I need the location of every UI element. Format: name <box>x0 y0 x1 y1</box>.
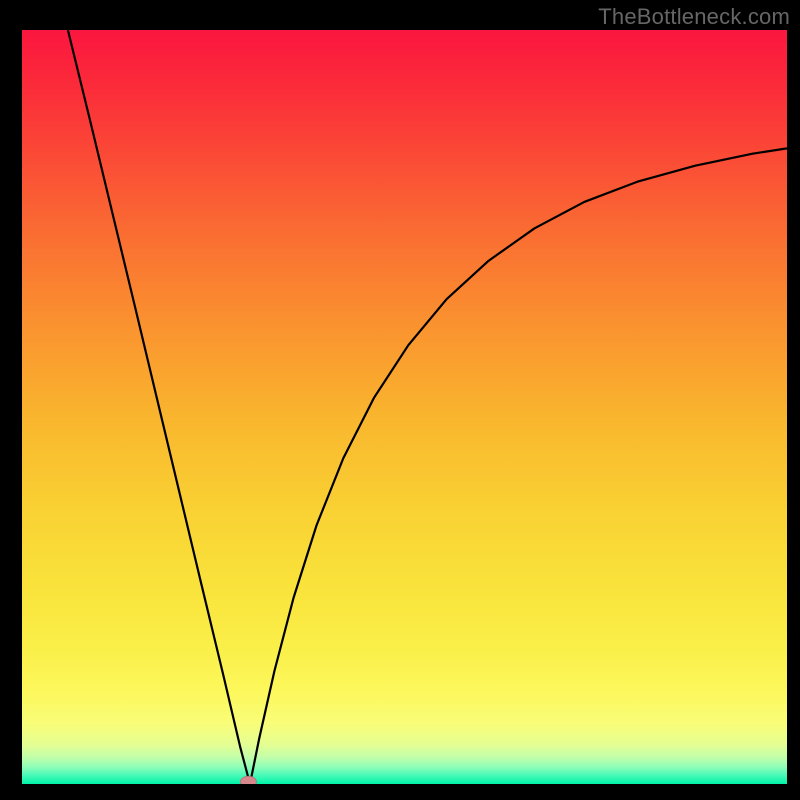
curve-left-branch <box>68 30 250 784</box>
vertex-marker <box>240 776 256 784</box>
curve-right-branch <box>250 148 787 784</box>
figure-root: TheBottleneck.com <box>0 0 800 800</box>
bottleneck-curve <box>22 30 787 784</box>
watermark-text: TheBottleneck.com <box>598 4 790 30</box>
plot-area <box>22 30 787 784</box>
